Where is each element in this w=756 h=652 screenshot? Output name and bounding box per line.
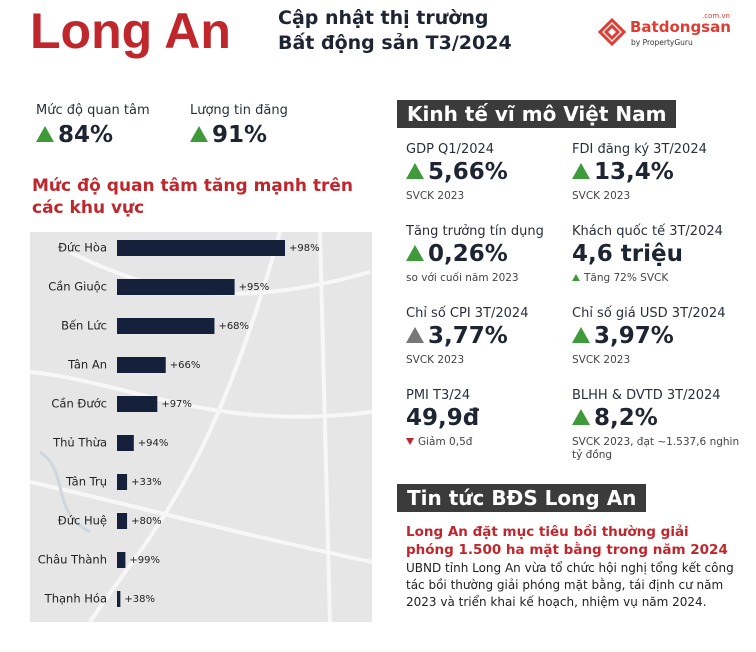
indicator-note: SVCK 2023 — [572, 190, 631, 202]
indicator-value-row: 49,9đ — [406, 405, 479, 431]
indicator-value-row: 3,97% — [572, 323, 674, 349]
logo-domain: .com.vn — [702, 12, 730, 20]
indicator-note-row: SVCK 2023 — [406, 190, 576, 203]
chart-title: Mức độ quan tâm tăng mạnh trên các khu v… — [32, 176, 354, 218]
indicator-note: SVCK 2023 — [572, 354, 631, 366]
bar — [117, 474, 128, 490]
arrow-icon — [572, 327, 590, 343]
bar — [117, 240, 285, 256]
indicator-note-row: Tăng 72% SVCK — [572, 272, 742, 285]
indicator-value: 0,26% — [428, 241, 508, 267]
change-label: +95% — [239, 282, 270, 293]
category-label: Tân Trụ — [65, 475, 107, 489]
change-label: +97% — [161, 399, 192, 410]
category-label: Cần Giuộc — [48, 280, 107, 294]
arrow-icon — [406, 163, 424, 179]
indicator-value-row: 13,4% — [572, 159, 674, 185]
arrow-icon — [406, 327, 424, 343]
indicator-value-row: 0,26% — [406, 241, 508, 267]
change-label: +80% — [131, 516, 162, 527]
subtitle: Cập nhật thị trường — [278, 7, 489, 29]
map-river — [39, 450, 91, 534]
chart: Đức Hòa +98% Cần Giuộc +95% Bến Lức +68% Tân A… — [30, 232, 372, 622]
category-label: Đức Hòa — [58, 241, 107, 255]
arrow-icon — [572, 163, 590, 179]
logo-text: Batdongsan — [630, 18, 731, 36]
indicator-note: SVCK 2023 — [406, 190, 465, 202]
logo-by: by PropertyGuru — [631, 38, 693, 47]
category-label: Bến Lức — [61, 319, 107, 333]
indicator-value: 4,6 triệu — [572, 241, 683, 267]
map-background — [30, 232, 372, 622]
bar — [117, 357, 166, 373]
indicator-label: Khách quốc tế 3T/2024 — [572, 224, 723, 239]
indicator-value: 13,4% — [594, 159, 674, 185]
indicator-note: Giảm 0,5đ — [418, 436, 473, 448]
stat-value: 91% — [212, 122, 268, 148]
change-label: +68% — [218, 321, 249, 332]
news-headline: Long An đặt mục tiêu bồi thường giải phó… — [406, 524, 728, 558]
change-label: +33% — [131, 477, 162, 488]
indicator-label: BLHH & DVTD 3T/2024 — [572, 388, 721, 403]
indicator-note: Tăng 72% SVCK — [584, 272, 669, 284]
logo: Batdongsan .com.vn by PropertyGuru — [598, 12, 738, 56]
indicator-value-row: 4,6 triệu — [572, 241, 683, 267]
category-label: Châu Thành — [38, 553, 107, 567]
indicator-note: so với cuối năm 2023 — [406, 272, 519, 284]
indicator-value: 3,97% — [594, 323, 674, 349]
change-label: +98% — [289, 243, 320, 254]
change-label: +38% — [124, 594, 155, 605]
stat-label: Lượng tin đăng — [190, 103, 288, 118]
arrow-icon — [572, 409, 590, 425]
indicator-label: Tăng trưởng tín dụng — [406, 224, 544, 239]
indicator-label: PMI T3/24 — [406, 388, 471, 403]
title: Long An — [30, 3, 231, 59]
bar — [117, 318, 215, 334]
indicator-note: SVCK 2023, đạt ~1.537,6 nghin tỷ đồng — [572, 436, 740, 461]
indicator-value: 5,66% — [428, 159, 508, 185]
indicator-note-row: Giảm 0,5đ — [406, 436, 576, 449]
indicator-label: Chỉ số CPI 3T/2024 — [406, 306, 529, 321]
category-label: Cần Đước — [51, 397, 107, 411]
news-body: UBND tỉnh Long An vừa tổ chức hội nghị t… — [406, 561, 734, 609]
change-label: +99% — [129, 555, 160, 566]
change-label: +94% — [138, 438, 169, 449]
indicator-label: GDP Q1/2024 — [406, 142, 495, 157]
category-label: Thạnh Hóa — [44, 592, 107, 606]
indicator-note-row: SVCK 2023 — [572, 190, 742, 203]
logo-icon — [598, 18, 626, 46]
indicator-note-row: SVCK 2023 — [406, 354, 576, 367]
arrow-icon — [572, 274, 580, 281]
category-label: Thủ Thừa — [52, 436, 107, 450]
indicator-value-row: 3,77% — [406, 323, 508, 349]
subtitle: Bất động sản T3/2024 — [278, 32, 512, 54]
indicator-label: FDI đăng ký 3T/2024 — [572, 142, 707, 157]
stat-label: Mức độ quan tâm — [36, 103, 150, 118]
bar — [117, 279, 235, 295]
indicator-note: SVCK 2023 — [406, 354, 465, 366]
bar — [117, 396, 158, 412]
bar — [117, 513, 128, 529]
change-label: +66% — [170, 360, 201, 371]
indicator-note-row: SVCK 2023 — [572, 354, 742, 367]
section-title: Tin tức BĐS Long An — [397, 484, 647, 512]
arrow-icon — [406, 438, 414, 445]
indicator-note-row: SVCK 2023, đạt ~1.537,6 nghin tỷ đồng — [572, 436, 742, 462]
indicator-value: 3,77% — [428, 323, 508, 349]
indicator-label: Chỉ số giá USD 3T/2024 — [572, 306, 726, 321]
category-label: Tân An — [67, 358, 107, 372]
indicator-value: 8,2% — [594, 405, 658, 431]
stat-value: 84% — [58, 122, 114, 148]
indicator-value-row: 5,66% — [406, 159, 508, 185]
arrow-icon — [406, 245, 424, 261]
bar — [117, 591, 121, 607]
bar — [117, 552, 126, 568]
indicator-note-row: so với cuối năm 2023 — [406, 272, 576, 285]
bar — [117, 435, 134, 451]
indicator-value: 49,9đ — [406, 405, 480, 431]
section-title: Kinh tế vĩ mô Việt Nam — [397, 100, 677, 128]
category-label: Đức Huệ — [58, 514, 107, 528]
indicator-value-row: 8,2% — [572, 405, 658, 431]
